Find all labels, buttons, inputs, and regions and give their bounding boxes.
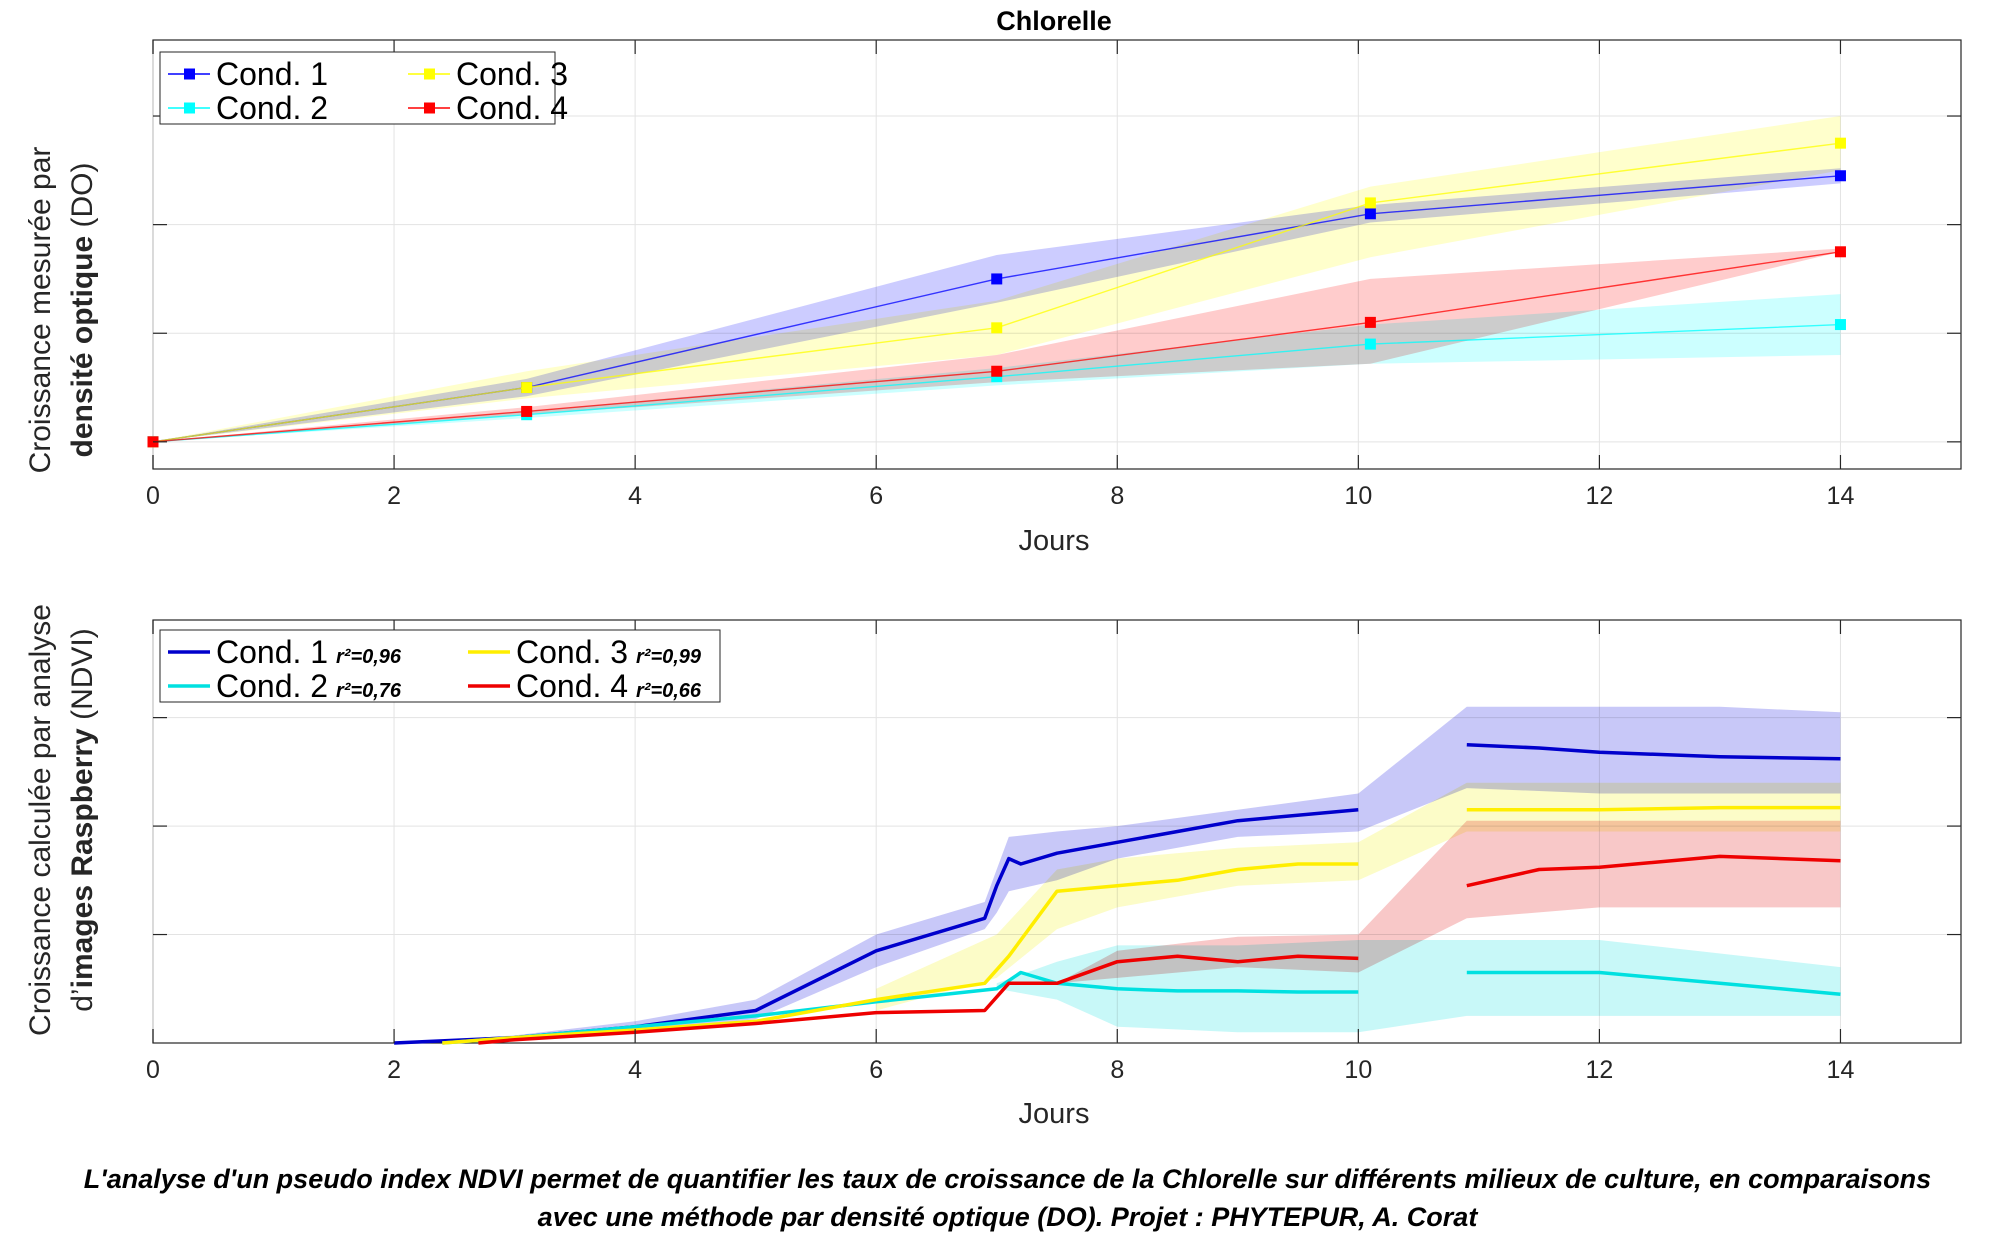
band-bottom-cond-4 xyxy=(1057,820,1841,984)
series-line-bottom-cond-4-seg1 xyxy=(1466,854,1841,888)
x-tick-label-bottom-2: 2 xyxy=(387,1056,401,1084)
x-tick-label-bottom-8: 8 xyxy=(1110,1056,1124,1084)
x-axis-label-top: Jours xyxy=(1019,525,1090,557)
y-axis-label-top-line2: densité optique (DO) xyxy=(66,162,99,457)
x-axis-label-bottom: Jours xyxy=(1019,1098,1090,1130)
legend-label-top-cond-1: Cond. 1 xyxy=(216,56,328,92)
legend-label-top-cond-2: Cond. 2 xyxy=(216,90,328,126)
x-tick-label-top-14: 14 xyxy=(1827,482,1855,510)
ticks-top: 0 2 4 6 8 10 12 14 xyxy=(146,40,1961,510)
y-axis-label-bottom-pre: d’ xyxy=(66,988,99,1011)
legend-swatch-marker-top-cond-1 xyxy=(184,68,195,80)
data-point-top-cond-1-2 xyxy=(991,273,1003,285)
x-tick-label-top-6: 6 xyxy=(869,482,883,510)
legend-label-top-cond-4: Cond. 4 xyxy=(456,90,568,126)
series-line-bottom-cond-2-seg0 xyxy=(442,970,1359,1045)
y-axis-label-bottom-bold: images Raspberry xyxy=(66,728,99,988)
data-point-top-cond-2-4 xyxy=(1834,319,1846,331)
y-axis-label-bottom-line1: Croissance calculée par analyse xyxy=(24,604,57,1036)
legend-box-bottom xyxy=(159,629,721,703)
x-tick-label-top-4: 4 xyxy=(628,482,642,510)
legend-box-top xyxy=(159,51,556,125)
chart-title: Chlorelle xyxy=(996,6,1112,36)
panel-ndvi: 0 2 4 6 8 10 12 14 Jours Croissance calculée pa… xyxy=(24,604,1962,1130)
series-line-bottom-cond-2-seg1 xyxy=(1466,970,1841,996)
legend-r2-bottom-cond-4: r²=0,66 xyxy=(636,680,702,702)
data-point-top-cond-4-2 xyxy=(991,365,1003,377)
legend-swatch-marker-top-cond-4 xyxy=(424,102,435,114)
legend-label-bottom-cond-4: Cond. 4 xyxy=(516,668,628,704)
caption-line-2: avec une méthode par densité optique (DO… xyxy=(537,1202,1478,1232)
y-axis-label-top-bold: densité optique xyxy=(66,236,99,458)
y-axis-label-top-rest: (DO) xyxy=(66,162,99,235)
data-point-top-cond-2-3 xyxy=(1364,338,1376,350)
data-point-top-cond-3-3 xyxy=(1364,197,1376,209)
data-point-top-cond-3-1 xyxy=(521,382,533,394)
y-axis-label-bottom-rest: (NDVI) xyxy=(66,628,99,728)
data-point-top-cond-4-3 xyxy=(1364,316,1376,328)
x-tick-label-bottom-6: 6 xyxy=(869,1056,883,1084)
data-point-top-cond-4-1 xyxy=(521,405,533,417)
ticks-bottom: 0 2 4 6 8 10 12 14 xyxy=(146,620,1961,1084)
legend-bottom: Cond. 1 r²=0,96 Cond. 2 r²=0,76 Cond. 3 r²=0,… xyxy=(159,629,721,704)
figure-caption: L'analyse d'un pseudo index NDVI permet … xyxy=(0,1160,2015,1236)
y-axis-label-top-line1: Croissance mesurée par xyxy=(24,147,57,474)
legend-swatch-marker-top-cond-3 xyxy=(424,68,435,80)
caption-line-1: L'analyse d'un pseudo index NDVI permet … xyxy=(83,1164,1932,1194)
data-point-top-cond-3-4 xyxy=(1834,137,1846,149)
x-tick-label-bottom-4: 4 xyxy=(628,1056,642,1084)
band-bottom-cond-1 xyxy=(394,706,1841,1043)
legend-r2-bottom-cond-3: r²=0,99 xyxy=(636,646,702,668)
y-axis-label-bottom-line2: d’images Raspberry (NDVI) xyxy=(66,628,99,1012)
confidence-bands-bottom xyxy=(394,706,1841,1043)
x-tick-label-top-8: 8 xyxy=(1110,482,1124,510)
legend-label-bottom-cond-3: Cond. 3 xyxy=(516,634,628,670)
series-line-bottom-cond-1-seg1 xyxy=(1466,742,1841,761)
legend-r2-bottom-cond-1: r²=0,96 xyxy=(336,646,402,668)
data-point-top-cond-3-2 xyxy=(991,322,1003,334)
legend-swatch-marker-top-cond-2 xyxy=(184,102,195,114)
data-point-top-cond-1-3 xyxy=(1364,208,1376,220)
data-point-top-cond-4-4 xyxy=(1834,246,1846,258)
x-tick-label-top-10: 10 xyxy=(1344,482,1372,510)
legend-label-top-cond-3: Cond. 3 xyxy=(456,56,568,92)
x-tick-label-top-12: 12 xyxy=(1585,482,1613,510)
legend-label-bottom-cond-2: Cond. 2 xyxy=(216,668,328,704)
x-tick-label-top-0: 0 xyxy=(146,482,160,510)
x-tick-label-bottom-10: 10 xyxy=(1344,1056,1372,1084)
x-tick-label-bottom-0: 0 xyxy=(146,1056,160,1084)
x-tick-label-bottom-14: 14 xyxy=(1827,1056,1855,1084)
x-tick-label-bottom-12: 12 xyxy=(1585,1056,1613,1084)
legend-r2-bottom-cond-2: r²=0,76 xyxy=(336,680,402,702)
series-line-bottom-cond-3-seg1 xyxy=(1466,805,1841,812)
data-point-top-cond-1-4 xyxy=(1834,170,1846,182)
band-top-cond-4 xyxy=(153,248,1841,442)
band-bottom-cond-3 xyxy=(876,782,1841,1011)
series-lines-top xyxy=(147,137,1846,448)
panel-optical-density: Chlorelle 0 2 4 6 8 10 12 14 Jours Croissance m… xyxy=(24,6,1962,557)
legend-label-bottom-cond-1: Cond. 1 xyxy=(216,634,328,670)
x-tick-label-top-2: 2 xyxy=(387,482,401,510)
